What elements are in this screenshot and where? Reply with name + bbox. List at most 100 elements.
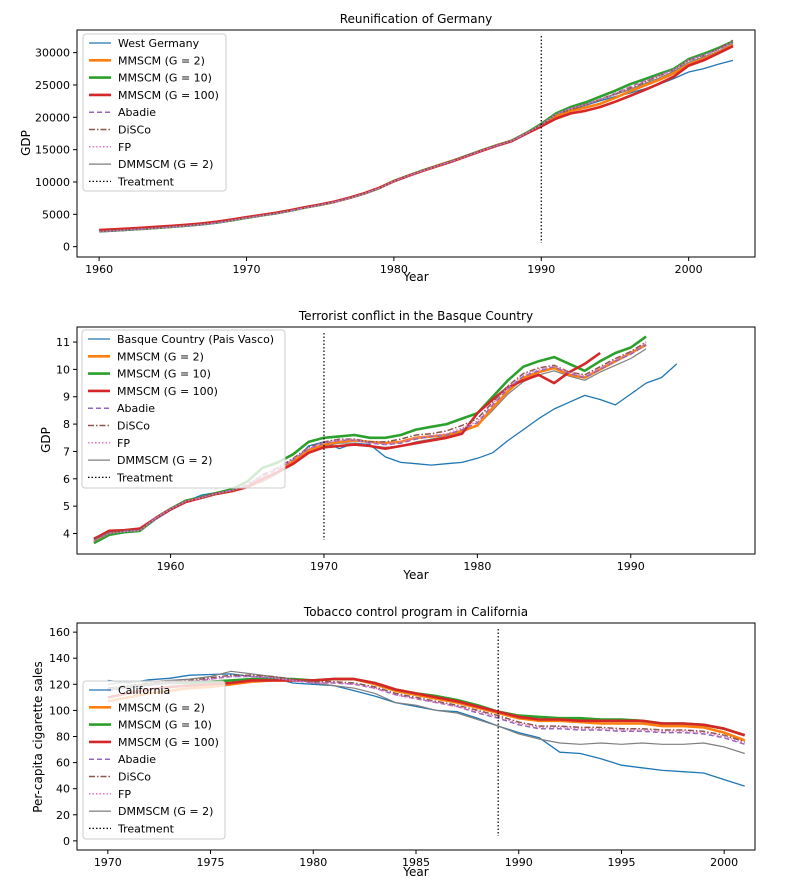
legend-label-mmscm100: MMSCM (G = 100) [118, 89, 219, 102]
series-line-disco [93, 341, 647, 541]
x-tick-label: 1990 [505, 856, 533, 869]
y-tick-label: 100 [49, 704, 70, 717]
legend-box [82, 33, 227, 192]
x-tick-label: 1980 [380, 263, 408, 276]
plot-area [76, 326, 756, 555]
y-tick-label: 10000 [35, 176, 70, 189]
x-tick-label: 1960 [157, 560, 185, 573]
legend-label-mmscm2: MMSCM (G = 2) [118, 54, 205, 67]
axis-ticks: 1960 1970 1980 1990 4 5 6 7 8 9 10 11 [56, 336, 645, 573]
series-line-fp [93, 342, 647, 542]
series-line-abadie [107, 675, 745, 746]
x-tick-label: 1975 [197, 856, 225, 869]
y-tick-label: 5 [63, 500, 70, 513]
legend-label-mmscm10: MMSCM (G = 10) [118, 72, 212, 85]
y-tick-label: 20 [56, 809, 70, 822]
y-tick-label: 0 [63, 835, 70, 848]
x-axis-label: Year [402, 270, 428, 284]
y-tick-label: 0 [63, 241, 70, 254]
chart-panel-california: Tobacco control program in California 19… [31, 605, 756, 879]
legend-label-abadie: Abadie [118, 753, 156, 766]
y-tick-label: 6 [63, 473, 70, 486]
legend-label-disco: DiSCo [117, 420, 150, 433]
y-tick-label: 140 [49, 652, 70, 665]
x-tick-label: 1960 [85, 263, 113, 276]
legend-box [81, 329, 286, 489]
legend-label-mmscm2: MMSCM (G = 2) [118, 701, 205, 714]
x-tick-label: 2000 [675, 263, 703, 276]
axis-ticks: 1960 1970 1980 1990 200005000100001500020000… [35, 47, 703, 276]
legend-label-mmscm100: MMSCM (G = 100) [118, 736, 219, 749]
legend-label-dmmscm2: DMMSCM (G = 2) [118, 158, 213, 171]
series-line-observed [107, 673, 745, 787]
legend-label-mmscm10: MMSCM (G = 10) [118, 719, 212, 732]
series-lines [99, 39, 734, 233]
chart-title: Tobacco control program in California [303, 605, 528, 619]
legend-label-treatment: Treatment [117, 822, 175, 835]
series-line-dmmscm2 [107, 670, 745, 755]
axis-ticks: 1970 1975 1980 1985 1990 1995 2000 0 20 40 60 80 100… [49, 626, 738, 869]
chart-title: Terrorist conflict in the Basque Country [298, 309, 533, 323]
y-tick-label: 15000 [35, 144, 70, 157]
legend-label-mmscm100: MMSCM (G = 100) [117, 385, 218, 398]
y-tick-label: 20000 [35, 111, 70, 124]
y-tick-label: 40 [56, 783, 70, 796]
x-tick-label: 1990 [527, 263, 555, 276]
x-tick-label: 1985 [402, 856, 430, 869]
x-axis-label: Year [402, 865, 428, 879]
x-tick-label: 2000 [710, 856, 738, 869]
x-tick-label: 1980 [299, 856, 327, 869]
y-tick-label: 7 [63, 445, 70, 458]
y-tick-label: 30000 [35, 47, 70, 60]
series-line-fp [99, 41, 734, 233]
series-lines [93, 335, 678, 545]
legend-label-fp: FP [118, 788, 131, 801]
y-tick-label: 120 [49, 678, 70, 691]
legend-label-fp: FP [118, 141, 131, 154]
x-tick-label: 1970 [233, 263, 261, 276]
x-tick-label: 1995 [607, 856, 635, 869]
legend-label-observed: Basque Country (Pais Vasco) [117, 333, 274, 346]
legend-label-mmscm2: MMSCM (G = 2) [117, 350, 204, 363]
legend-label-observed: California [118, 684, 170, 697]
legend: West Germany MMSCM (G = 2) MMSCM (G = 10) M… [82, 33, 227, 192]
legend-label-mmscm10: MMSCM (G = 10) [117, 368, 211, 381]
y-tick-label: 60 [56, 757, 70, 770]
legend: Basque Country (Pais Vasco) MMSCM (G = 2)… [81, 329, 286, 489]
y-tick-label: 5000 [42, 208, 70, 221]
legend-label-disco: DiSCo [118, 771, 151, 784]
y-tick-label: 25000 [35, 79, 70, 92]
chart-panel-basque: Terrorist conflict in the Basque Country… [39, 309, 756, 582]
x-tick-label: 1990 [617, 560, 645, 573]
y-axis-label: Per-capita cigarette sales [31, 661, 45, 813]
y-axis-label: GDP [19, 130, 33, 156]
y-tick-label: 10 [56, 363, 70, 376]
legend-label-dmmscm2: DMMSCM (G = 2) [117, 454, 212, 467]
chart-panel-germany: Reunification of Germany 1960 1970 1980 199… [19, 12, 756, 284]
plot-area [76, 29, 756, 258]
series-line-abadie [93, 344, 647, 541]
y-tick-label: 80 [56, 731, 70, 744]
y-axis-label: GDP [39, 427, 53, 453]
x-axis-label: Year [402, 568, 428, 582]
y-tick-label: 160 [49, 626, 70, 639]
series-line-disco [107, 674, 745, 743]
legend-label-treatment: Treatment [117, 175, 175, 188]
legend-label-abadie: Abadie [117, 402, 155, 415]
legend-label-abadie: Abadie [118, 106, 156, 119]
legend-label-treatment: Treatment [116, 471, 174, 484]
y-tick-label: 8 [63, 418, 70, 431]
legend-label-observed: West Germany [118, 37, 200, 50]
y-tick-label: 9 [63, 391, 70, 404]
legend-box [82, 680, 226, 840]
x-tick-label: 1970 [94, 856, 122, 869]
legend-label-disco: DiSCo [118, 124, 151, 137]
chart-title: Reunification of Germany [340, 12, 493, 26]
x-tick-label: 1970 [310, 560, 338, 573]
legend-label-fp: FP [117, 437, 130, 450]
y-tick-label: 11 [56, 336, 70, 349]
legend-label-dmmscm2: DMMSCM (G = 2) [118, 805, 213, 818]
y-tick-label: 4 [63, 527, 70, 540]
x-tick-label: 1980 [463, 560, 491, 573]
